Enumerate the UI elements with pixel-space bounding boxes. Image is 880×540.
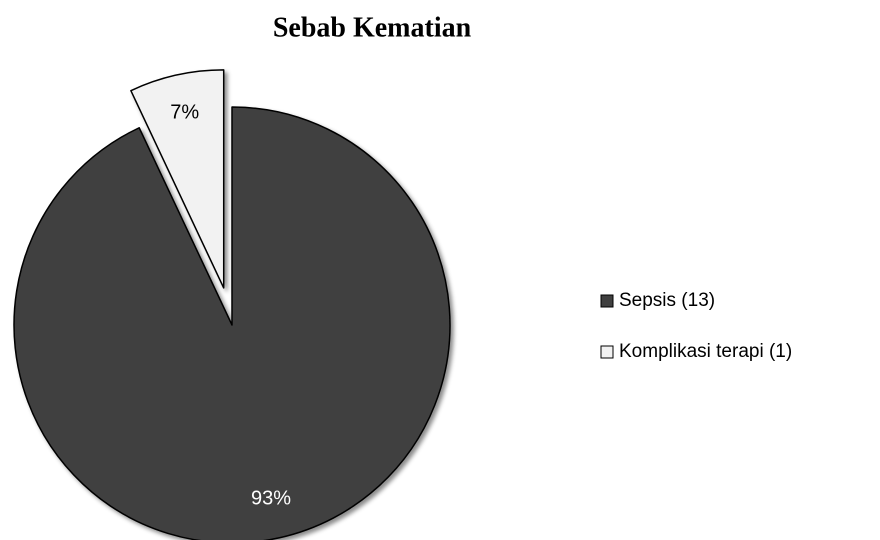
pie-slice [13,106,451,540]
legend-swatch [600,294,614,308]
chart-title: Sebab Kematian [273,12,472,43]
legend-label: Komplikasi terapi (1) [619,341,792,362]
data-label: 93% [251,488,291,510]
pie [13,69,451,540]
pie-slice [130,69,225,289]
data-label: 7% [170,102,199,124]
legend-label: Sepsis (13) [619,290,715,311]
legend: Sepsis (13) Komplikasi terapi (1) [600,290,792,362]
data-labels: 93% 7% [170,102,291,510]
legend-swatch [600,345,614,359]
